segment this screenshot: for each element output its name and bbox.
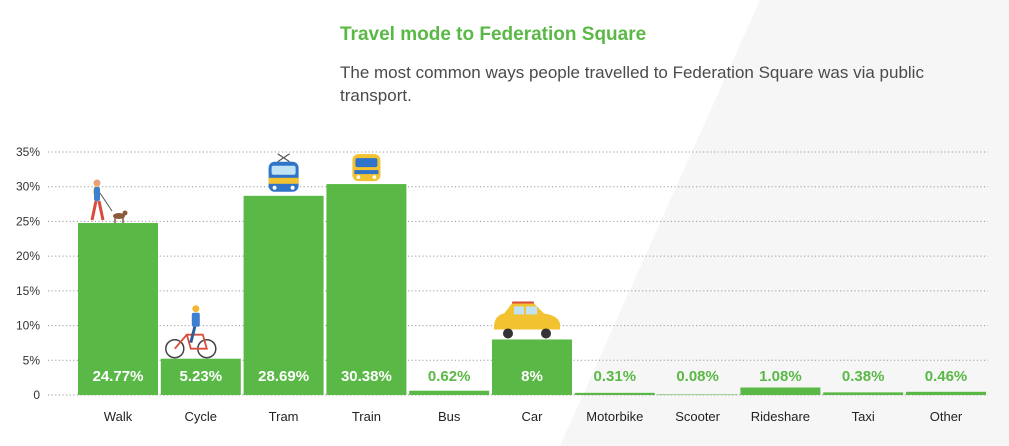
bar-train — [326, 184, 407, 395]
data-label-train: 30.38% — [341, 368, 392, 385]
walking-person-dog-icon — [90, 179, 128, 224]
data-label-other: 0.46% — [925, 368, 968, 385]
x-tick-label: Scooter — [675, 409, 720, 424]
x-tick-label: Motorbike — [586, 409, 643, 424]
car-icon — [494, 301, 560, 339]
data-label-car: 8% — [521, 368, 543, 385]
x-tick-label: Walk — [104, 409, 133, 424]
train-icon — [352, 154, 381, 182]
x-tick-label: Taxi — [852, 409, 875, 424]
x-tick-label: Cycle — [185, 409, 218, 424]
bar-cycle — [160, 358, 241, 395]
y-tick-label: 5% — [23, 353, 41, 367]
bar-walk — [78, 223, 158, 395]
x-tick-label: Car — [522, 409, 544, 424]
data-label-bus: 0.62% — [428, 368, 471, 385]
bar-car — [492, 339, 572, 395]
data-labels: 24.77% 5.23% 28.69% 30.38% 0.62% 8% 0.31% 0.08%… — [93, 368, 968, 385]
x-tick-label: Train — [352, 409, 381, 424]
data-label-taxi: 0.38% — [842, 368, 885, 385]
bar-taxi — [823, 392, 904, 395]
y-tick-label: 0 — [33, 388, 40, 402]
bar-rideshare — [740, 387, 821, 395]
data-label-motorbike: 0.31% — [594, 368, 637, 385]
data-label-rideshare: 1.08% — [759, 368, 802, 385]
bar-bus — [409, 390, 490, 395]
data-label-cycle: 5.23% — [180, 368, 223, 385]
chart-subtitle: The most common ways people travelled to… — [340, 63, 924, 105]
x-tick-label: Tram — [269, 409, 299, 424]
x-tick-label: Other — [930, 409, 963, 424]
data-label-walk: 24.77% — [93, 368, 144, 385]
x-tick-label: Bus — [438, 409, 461, 424]
cyclist-icon — [165, 305, 217, 359]
y-tick-label: 35% — [16, 145, 40, 159]
bars — [78, 184, 986, 395]
y-tick-label: 10% — [16, 319, 40, 333]
y-tick-label: 15% — [16, 284, 40, 298]
bar-other — [906, 391, 986, 395]
bar-motorbike — [574, 392, 655, 395]
chart-title: Travel mode to Federation Square — [340, 24, 647, 45]
x-tick-label: Rideshare — [751, 409, 810, 424]
y-tick-label: 25% — [16, 214, 40, 228]
data-label-tram: 28.69% — [258, 368, 309, 385]
tram-icon — [268, 153, 299, 192]
y-tick-label: 20% — [16, 249, 40, 263]
data-label-scooter: 0.08% — [676, 368, 719, 385]
y-axis: 0 5% 10% 15% 20% 25% 30% 35% — [16, 145, 40, 402]
y-tick-label: 30% — [16, 180, 40, 194]
bar-scooter — [657, 394, 738, 395]
x-axis: Walk Cycle Tram Train Bus Car Motorbike Scooter… — [104, 409, 963, 424]
bar-icons — [90, 153, 560, 359]
bar-tram — [243, 195, 324, 395]
